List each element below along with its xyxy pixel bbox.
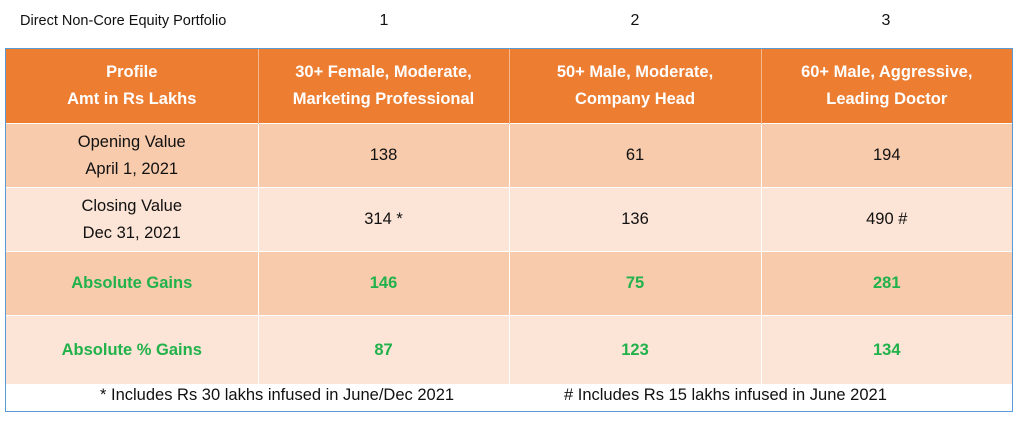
header-profile-2: 50+ Male, Moderate, Company Head [509, 49, 762, 124]
header-profile-1: 30+ Female, Moderate, Marketing Professi… [258, 49, 510, 124]
table-cell: 61 [509, 123, 762, 188]
header-profile: Profile Amt in Rs Lakhs [6, 49, 259, 124]
header-profile-1-line1: 30+ Female, Moderate, [295, 63, 472, 81]
table-cell: 281 [761, 251, 1012, 316]
table-cell: 194 [761, 123, 1012, 188]
table-cell: 490 # [761, 187, 1012, 252]
table-row-closing-value: Closing Value Dec 31, 2021 314 * 136 490… [6, 187, 1012, 252]
header-profile-1-line2: Marketing Professional [292, 90, 475, 108]
header-profile-3: 60+ Male, Aggressive, Leading Doctor [761, 49, 1012, 124]
top-row: Direct Non-Core Equity Portfolio 1 2 3 [0, 0, 1018, 46]
table-cell: 138 [258, 123, 510, 188]
table-cell: 123 [509, 315, 762, 384]
header-profile-2-line1: 50+ Male, Moderate, [556, 63, 714, 81]
column-number-2: 2 [630, 12, 640, 29]
row-label: Absolute % Gains [6, 315, 259, 384]
table-row-opening-value: Opening Value April 1, 2021 138 61 194 [6, 123, 1012, 188]
header-profile-2-line2: Company Head [574, 90, 696, 108]
table-frame [5, 48, 1013, 412]
table-cell: 314 * [258, 187, 510, 252]
table-cell: 146 [258, 251, 510, 316]
table-row-absolute-gains: Absolute Gains 146 75 281 [6, 251, 1012, 316]
table-cell: 136 [509, 187, 762, 252]
row-label-line1: Opening Value [77, 132, 186, 151]
table-header-row: Profile Amt in Rs Lakhs 30+ Female, Mode… [6, 49, 1012, 124]
table-row-absolute-percent-gains: Absolute % Gains 87 123 134 [6, 315, 1012, 384]
header-profile-3-line2: Leading Doctor [826, 90, 948, 108]
header-profile-3-line1: 60+ Male, Aggressive, [801, 63, 973, 81]
footnote-left: * Includes Rs 30 lakhs infused in June/D… [100, 386, 455, 404]
table-cell: 75 [509, 251, 762, 316]
row-label: Absolute Gains [6, 251, 259, 316]
row-label-line2: Dec 31, 2021 [82, 223, 181, 242]
portfolio-title: Direct Non-Core Equity Portfolio [20, 13, 227, 29]
row-label: Opening Value April 1, 2021 [6, 123, 259, 188]
table-cell: 134 [761, 315, 1012, 384]
row-label: Closing Value Dec 31, 2021 [6, 187, 259, 252]
row-label-line2: April 1, 2021 [85, 159, 179, 178]
portfolio-table: Profile Amt in Rs Lakhs 30+ Female, Mode… [6, 49, 1012, 384]
header-profile-line1: Profile [106, 63, 158, 81]
row-label-line1: Closing Value [81, 196, 183, 215]
column-number-3: 3 [881, 12, 891, 29]
header-profile-line2: Amt in Rs Lakhs [67, 90, 197, 108]
table-cell: 87 [258, 315, 510, 384]
column-number-1: 1 [379, 12, 389, 29]
footnote-right: # Includes Rs 15 lakhs infused in June 2… [564, 386, 887, 404]
